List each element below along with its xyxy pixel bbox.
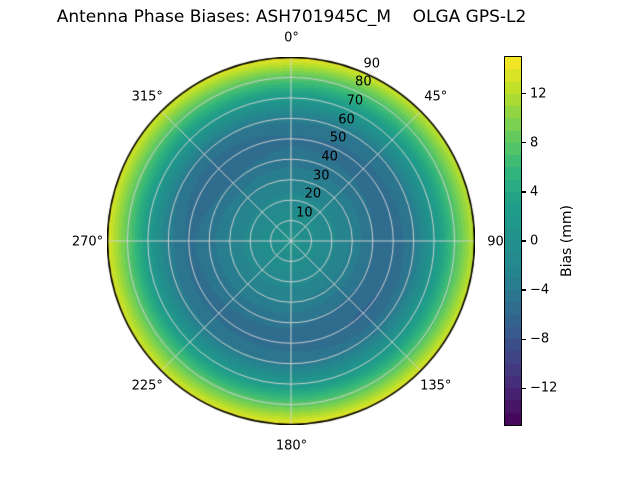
colorbar-tick-label--12: −12 <box>530 380 558 396</box>
radial-tick-label-30: 30 <box>312 168 330 184</box>
radial-tick-label-90: 90 <box>363 56 381 72</box>
angular-tick-label-180: 180° <box>275 438 308 453</box>
colorbar-tick-label--4: −4 <box>530 282 550 298</box>
angular-tick-label-90: 90 <box>487 234 504 249</box>
radial-tick-label-80: 80 <box>355 74 372 90</box>
angular-tick-label-270: 270° <box>71 234 104 249</box>
colorbar-tick-mark <box>522 93 526 95</box>
colorbar-tick-label-4: 4 <box>530 184 539 200</box>
chart-title: Antenna Phase Biases: ASH701945C_M OLGA … <box>56 7 527 27</box>
colorbar-tick-mark <box>522 289 526 291</box>
angular-tick-label-0: 0° <box>284 30 299 45</box>
colorbar <box>504 56 522 426</box>
colorbar-tick-mark <box>522 387 526 389</box>
colorbar-tick-mark <box>522 338 526 340</box>
colorbar-tick-label-8: 8 <box>530 135 539 151</box>
radial-tick-label-50: 50 <box>329 130 347 146</box>
colorbar-axis-label: Bias (mm) <box>559 204 575 278</box>
colorbar-tick-label-0: 0 <box>530 233 539 249</box>
angular-tick-label-45: 45° <box>424 89 448 105</box>
colorbar-tick-label-12: 12 <box>530 86 547 102</box>
colorbar-tick-mark <box>522 191 526 193</box>
angular-tick-label-225: 225° <box>131 378 163 394</box>
colorbar-tick-mark <box>522 240 526 242</box>
radial-tick-label-60: 60 <box>338 112 355 128</box>
radial-tick-label-20: 20 <box>304 186 322 202</box>
angular-tick-label-135: 135° <box>420 378 452 394</box>
radial-tick-label-70: 70 <box>346 93 364 109</box>
radial-tick-label-40: 40 <box>321 149 338 165</box>
radial-tick-label-10: 10 <box>296 205 313 221</box>
angular-tick-label-315: 315° <box>131 89 163 105</box>
colorbar-tick-label--8: −8 <box>530 331 550 347</box>
polar-heatmap <box>107 57 475 425</box>
colorbar-tick-mark <box>522 142 526 144</box>
